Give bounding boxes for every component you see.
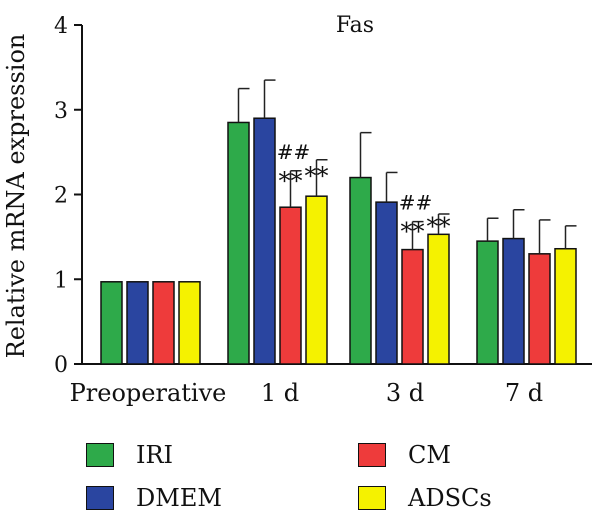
y-axis-label: Relative mRNA expression — [2, 34, 30, 359]
y-tick-label: 1 — [54, 268, 68, 293]
y-tick-label: 3 — [54, 99, 68, 124]
y-tick-label: 4 — [54, 14, 68, 39]
x-tick-label: 3 d — [386, 379, 424, 407]
y-tick-label: 2 — [54, 184, 68, 209]
bar — [554, 247, 577, 365]
bar — [178, 281, 201, 365]
bar — [502, 237, 525, 365]
x-axis: Preoperative 1 d 3 d 7 d — [70, 363, 592, 407]
bar — [253, 117, 276, 365]
star-annotation: ** — [401, 218, 425, 246]
bar-series-group — [100, 79, 577, 365]
bar — [305, 195, 328, 365]
star-annotation: ** — [279, 167, 303, 195]
bar — [427, 233, 450, 365]
chart-title: Fas — [336, 13, 374, 38]
bar — [349, 176, 372, 365]
hash-annotation: ## — [277, 140, 311, 164]
bar — [528, 253, 551, 365]
x-tick-label: Preoperative — [70, 379, 227, 407]
bar — [152, 281, 175, 365]
bar — [401, 248, 424, 365]
bar — [100, 281, 123, 365]
star-annotation: ** — [305, 162, 329, 190]
y-axis: 0 1 2 3 4 — [54, 14, 83, 378]
bar — [227, 121, 250, 365]
significance-annotations: ##** **##** ** — [277, 140, 451, 246]
bar — [126, 281, 149, 365]
hash-annotation: ## — [399, 191, 433, 215]
bar — [476, 240, 499, 365]
x-tick-label: 7 d — [505, 379, 543, 407]
star-annotation: ** — [427, 213, 451, 241]
bar — [375, 201, 398, 365]
y-tick-label: 0 — [54, 353, 68, 378]
bar — [279, 206, 302, 365]
x-tick-label: 1 d — [261, 379, 299, 407]
